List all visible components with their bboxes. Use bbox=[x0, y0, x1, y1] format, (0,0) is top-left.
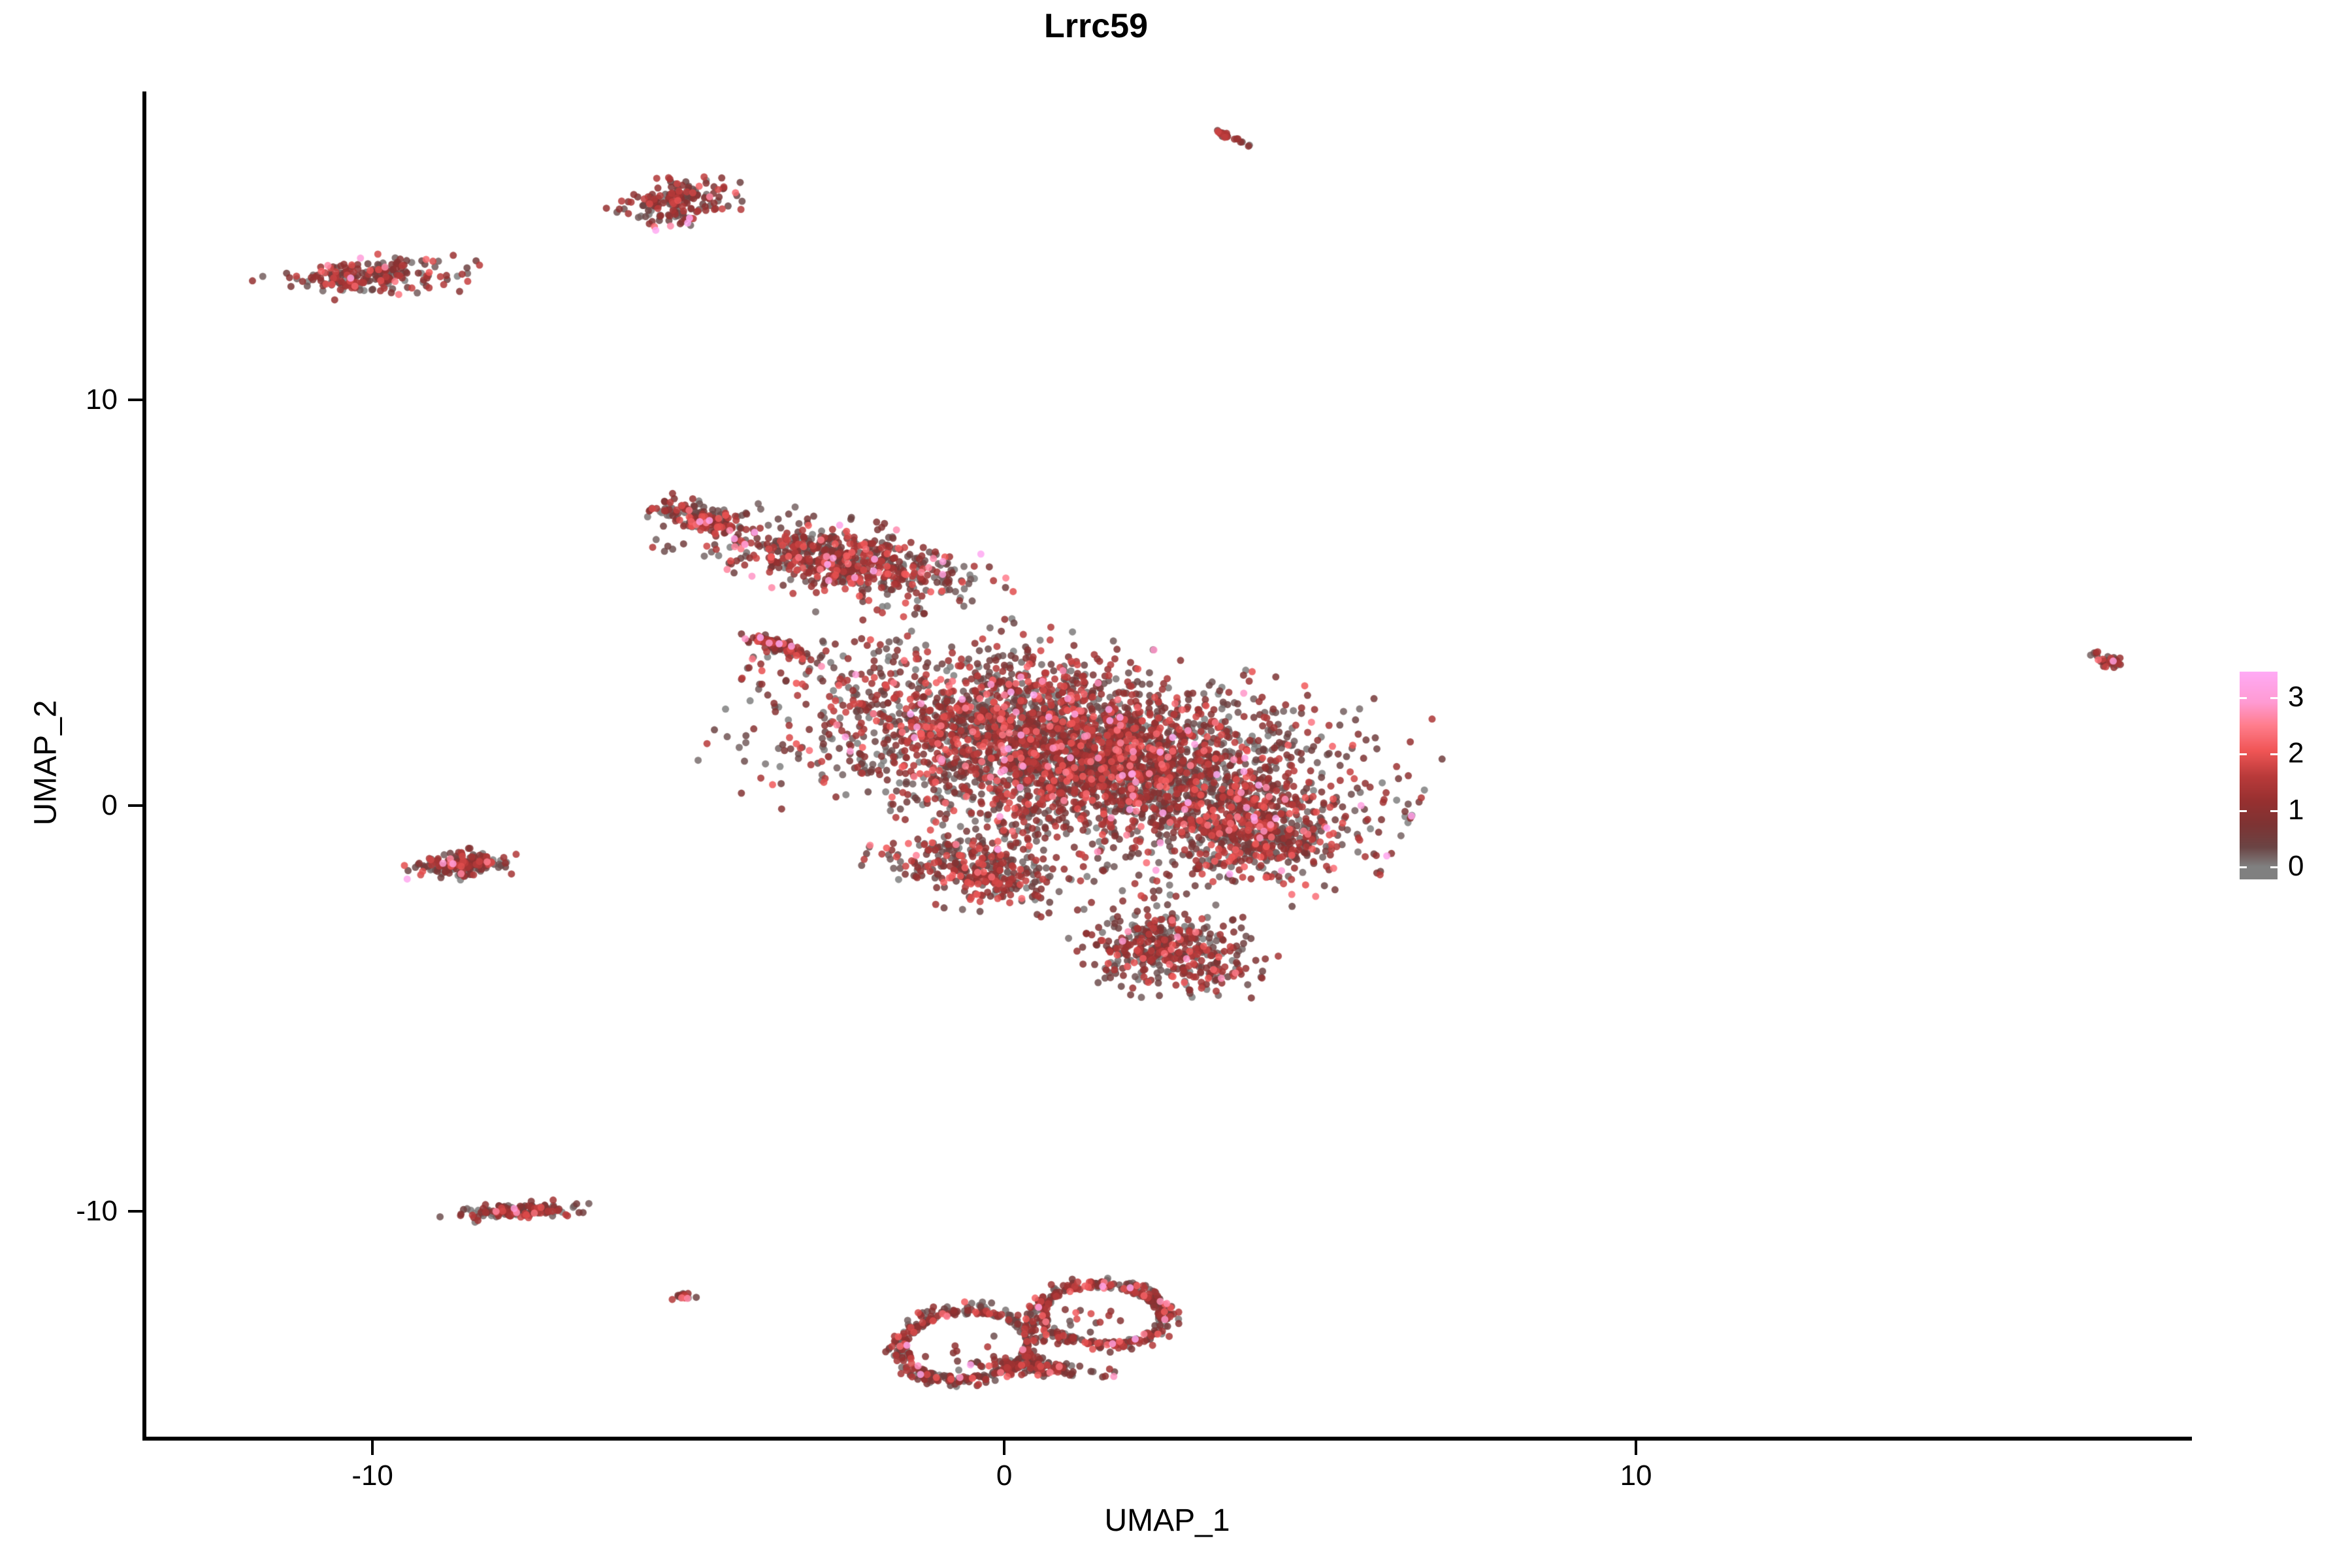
colorbar-ticklabel: 3 bbox=[2288, 681, 2304, 713]
y-axis-line bbox=[142, 91, 146, 1441]
colorbar-gradient bbox=[2240, 672, 2278, 879]
colorbar-tick bbox=[2270, 810, 2278, 812]
colorbar-tick bbox=[2270, 866, 2278, 868]
umap-scatter-canvas bbox=[145, 91, 2192, 1439]
plot-panel bbox=[145, 91, 2192, 1439]
colorbar-tick bbox=[2270, 697, 2278, 699]
y-axis-ticklabel: 0 bbox=[101, 789, 118, 822]
x-axis-ticklabel: 0 bbox=[996, 1460, 1013, 1492]
colorbar-tick bbox=[2240, 810, 2247, 812]
y-axis-tick bbox=[128, 804, 142, 808]
y-axis-ticklabel: -10 bbox=[76, 1195, 118, 1228]
y-axis-tick bbox=[128, 1210, 142, 1213]
y-axis-tick bbox=[128, 399, 142, 402]
colorbar-legend: 0 1 2 3 bbox=[2240, 672, 2304, 882]
colorbar-tick bbox=[2270, 753, 2278, 755]
colorbar-ticklabel: 0 bbox=[2288, 850, 2304, 882]
x-axis-ticklabel: 10 bbox=[1620, 1460, 1652, 1492]
colorbar-ticklabel: 1 bbox=[2288, 794, 2304, 826]
x-axis-line bbox=[142, 1437, 2192, 1441]
colorbar-tick bbox=[2240, 866, 2247, 868]
colorbar-ticklabel: 2 bbox=[2288, 737, 2304, 769]
x-axis-label: UMAP_1 bbox=[1104, 1503, 1230, 1538]
x-axis-tick bbox=[371, 1441, 374, 1455]
x-axis-tick bbox=[1003, 1441, 1006, 1455]
x-axis-tick bbox=[1635, 1441, 1638, 1455]
colorbar-tick bbox=[2240, 753, 2247, 755]
y-axis-ticklabel: 10 bbox=[86, 384, 118, 416]
y-axis-label: UMAP_2 bbox=[28, 700, 63, 826]
page-title: Lrrc59 bbox=[1044, 7, 1148, 45]
colorbar-tick bbox=[2240, 697, 2247, 699]
x-axis-ticklabel: -10 bbox=[351, 1460, 393, 1492]
